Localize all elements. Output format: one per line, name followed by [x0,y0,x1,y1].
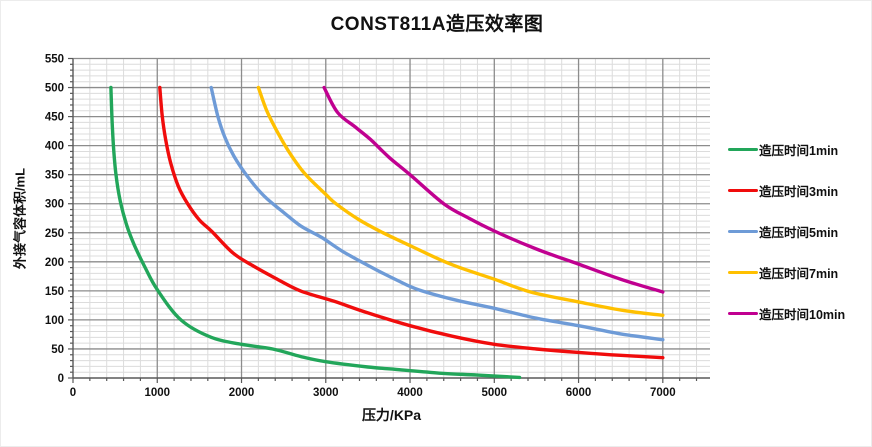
y-tick-label: 0 [58,373,64,385]
chart-title: CONST811A造压效率图 [330,14,544,35]
legend-item-2: 造压时间3min [728,170,871,211]
x-tick-label: 4000 [397,387,423,399]
x-tick-label: 5000 [481,387,507,399]
legend-swatch-3 [728,229,758,234]
y-tick-label: 50 [51,344,64,356]
y-tick-label: 500 [45,83,64,95]
legend-swatch-5 [728,311,758,316]
legend-label-4: 造压时间7min [759,267,839,281]
series-line-3 [209,85,665,342]
series-line-4 [256,85,665,317]
chart-legend: 造压时间1min 造压时间3min 造压时间5min 造压时间7min 造压时间10mi… [728,129,871,334]
legend-item-3: 造压时间5min [728,211,871,252]
x-tick-label: 0 [70,387,76,399]
x-tick-label: 3000 [313,387,339,399]
legend-swatch-2 [728,188,758,193]
y-tick-label: 450 [45,112,64,124]
y-tick-label: 100 [45,315,64,327]
x-tick-label: 1000 [144,387,170,399]
y-tick-label: 150 [45,286,64,298]
x-tick-label: 2000 [229,387,255,399]
x-tick-label: 7000 [650,387,676,399]
x-axis-title: 压力/KPa [361,407,422,423]
legend-swatch-4 [728,270,758,275]
x-tick-label: 6000 [566,387,592,399]
y-tick-label: 200 [45,257,64,269]
legend-item-1: 造压时间1min [728,129,871,170]
legend-label-2: 造压时间3min [759,185,839,199]
legend-item-5: 造压时间10min [728,293,871,334]
legend-item-4: 造压时间7min [728,252,871,293]
y-axis-title: 外接气容体积/mL [12,167,28,270]
legend-label-5: 造压时间10min [759,308,846,322]
legend-label-1: 造压时间1min [759,144,839,158]
y-tick-label: 550 [45,54,64,66]
y-tick-label: 300 [45,199,64,211]
y-tick-label: 400 [45,141,64,153]
series-line-2 [158,85,665,360]
series-line-1 [109,85,522,380]
legend-label-3: 造压时间5min [759,226,839,240]
y-tick-label: 250 [45,228,64,240]
legend-swatch-1 [728,147,758,152]
y-tick-label: 350 [45,170,64,182]
series-line-5 [322,85,665,294]
